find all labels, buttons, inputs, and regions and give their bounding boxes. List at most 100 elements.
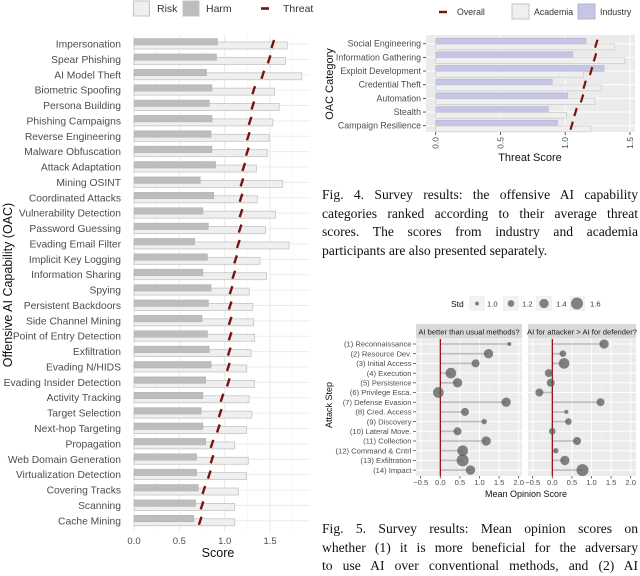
category-label: (2) Resource Dev. <box>350 349 411 358</box>
figure-4-caption: Fig. 4. Survey results: the offensive AI… <box>322 186 638 261</box>
x-tick-label: 1.5 <box>494 478 505 487</box>
harm-bar <box>133 84 213 92</box>
x-axis-title: Mean Opinion Score <box>485 489 567 499</box>
industry-bar <box>435 119 558 127</box>
mean-point <box>558 358 570 369</box>
mean-point <box>572 436 581 446</box>
category-label: (6) Privilege Esca. <box>350 388 412 397</box>
overall-mark <box>588 66 594 76</box>
facet-strip <box>416 324 522 339</box>
category-label: (8) Cred. Access <box>355 408 411 417</box>
risk-bar <box>133 72 303 81</box>
category-label: Persistent Backdoors <box>24 301 121 312</box>
category-label: (7) Defense Evasion <box>343 398 412 407</box>
threat-mark <box>238 208 244 218</box>
x-tick-label: 2.0 <box>625 478 636 487</box>
threat-mark <box>199 501 205 510</box>
mean-point <box>460 407 469 416</box>
category-label: Reverse Engineering <box>25 132 121 143</box>
mean-point <box>501 397 511 407</box>
threat-mark <box>228 285 234 295</box>
industry-bar <box>435 92 569 99</box>
category-label: Vulnerability Detection <box>19 209 121 220</box>
harm-bar <box>133 453 197 461</box>
overall-mark <box>582 80 587 90</box>
harm-bar <box>133 468 197 476</box>
legend-label: 1.6 <box>590 300 601 309</box>
category-label: Impersonation <box>56 40 122 51</box>
threat-mark <box>233 254 239 264</box>
facet-title: AI for attacker > AI for defender? <box>527 328 637 337</box>
harm-bar <box>133 238 196 246</box>
threat-mark <box>251 85 257 95</box>
mean-point <box>576 464 589 477</box>
harm-bar <box>133 376 206 384</box>
threat-mark <box>235 239 241 249</box>
harm-bar <box>133 253 208 261</box>
threat-mark <box>209 439 215 449</box>
oac-category-chart: Social Engineering Information Gathering E… <box>324 3 635 164</box>
legend-swatch-std <box>570 297 584 310</box>
threat-mark <box>226 347 232 356</box>
panel-background <box>528 339 636 476</box>
threat-mark <box>266 55 272 64</box>
category-label: Web Domain Generation <box>8 455 121 466</box>
mean-point <box>481 436 491 446</box>
caption-line: to use AI over conventional methods, and… <box>322 558 638 574</box>
category-label: Information Gathering <box>336 52 421 62</box>
harm-bar <box>133 161 216 169</box>
caption-line: participants are also presented separate… <box>322 243 548 259</box>
legend-swatch-risk <box>133 0 150 17</box>
x-tick-label: 0.5 <box>173 536 186 547</box>
category-label: (11) Collection <box>363 437 411 446</box>
x-tick-label: 1.0 <box>586 478 597 487</box>
category-label: (12) Command & Cntrl <box>336 446 412 455</box>
mean-point <box>564 409 569 414</box>
category-label: Information Sharing <box>31 270 121 281</box>
mean-point <box>535 388 544 397</box>
threat-mark <box>197 516 203 526</box>
category-label: Target Selection <box>47 409 121 420</box>
x-tick-label: 0.0 <box>127 536 140 547</box>
x-tick-label: 0.5 <box>567 478 578 487</box>
category-label: AI Model Theft <box>54 70 121 81</box>
threat-mark <box>227 316 233 326</box>
category-label: Evading Email Filter <box>29 239 121 250</box>
threat-mark <box>201 485 207 495</box>
facet-title: AI better than usual methods? <box>418 328 519 337</box>
category-label: (4) Execution <box>367 369 412 378</box>
academia-bar <box>435 71 584 78</box>
category-label: Exfiltration <box>73 347 121 358</box>
category-label: Attack Adaptation <box>41 163 121 174</box>
mean-point <box>599 339 609 349</box>
category-label: Social Engineering <box>348 39 421 49</box>
risk-bar <box>133 241 290 250</box>
overall-mark <box>594 39 599 49</box>
academia-bar <box>435 112 567 119</box>
category-label: Scanning <box>78 501 121 512</box>
legend-swatch-std <box>507 300 515 307</box>
category-label: Covering Tracks <box>47 486 121 497</box>
threat-mark <box>225 362 231 372</box>
mean-point <box>453 427 462 436</box>
y-axis-title: Attack Step <box>324 382 334 428</box>
threat-mark <box>206 470 212 480</box>
legend: Risk Harm Threat <box>133 0 313 17</box>
harm-bar <box>133 130 212 138</box>
x-tick-label: 2.0 <box>513 478 524 487</box>
category-label: Exploit Development <box>340 66 421 76</box>
panel-background <box>416 339 522 476</box>
figure-5-caption: Fig. 5. Survey results: Mean opinion sco… <box>322 520 638 576</box>
threat-mark <box>215 424 221 433</box>
category-label: Phishing Campaigns <box>27 116 121 127</box>
mean-point <box>483 349 494 359</box>
category-label: Next-hop Targeting <box>34 424 121 435</box>
legend-swatch-harm <box>182 0 200 17</box>
y-axis-title: Offensive AI Capability (OAC) <box>1 203 15 367</box>
harm-bar <box>133 484 199 492</box>
category-label: (13) Exfiltration <box>360 456 411 465</box>
threat-mark <box>217 408 223 418</box>
harm-bar <box>133 145 213 153</box>
category-label: Mining OSINT <box>56 178 121 189</box>
industry-bar <box>435 37 587 45</box>
